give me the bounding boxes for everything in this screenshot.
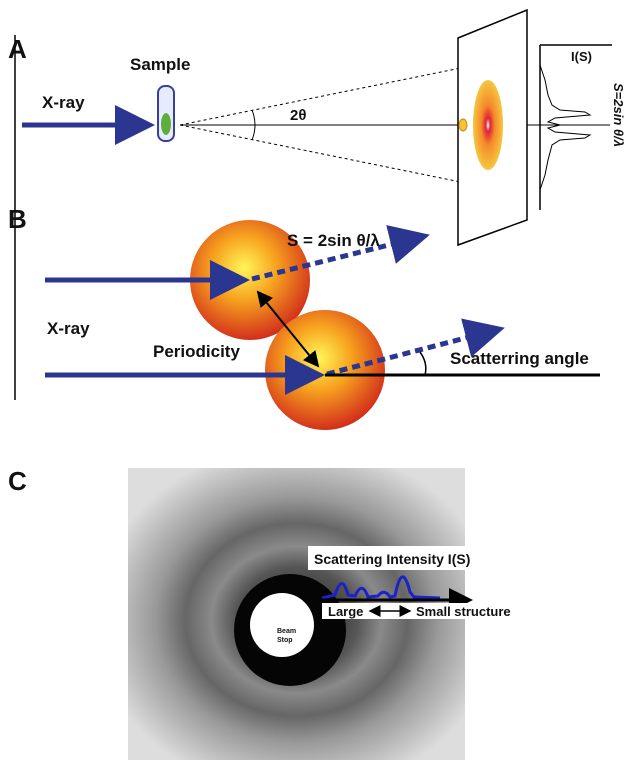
intensity-profile	[540, 65, 590, 190]
figure: A X-ray Sample 2θ I(S) S=2sin θ/λ B S = …	[0, 0, 629, 780]
angle-label: 2θ	[290, 107, 306, 124]
diffraction-ring	[473, 80, 503, 170]
formula-label: S=2sin θ/λ	[611, 83, 626, 147]
page: A X-ray Sample 2θ I(S) S=2sin θ/λ B S = …	[0, 0, 629, 780]
beam-stop-label: Stop	[277, 637, 293, 644]
panel-label: A	[8, 34, 27, 64]
intensity-label: Scattering Intensity I(S)	[314, 551, 470, 567]
periodicity-label: Periodicity	[153, 342, 240, 361]
angle-label: Scatterring angle	[450, 349, 589, 368]
beam-stop	[250, 593, 314, 657]
beam-stop-label: Beam	[277, 628, 296, 635]
sample-tube	[158, 86, 174, 141]
atom	[265, 310, 385, 430]
large-label: Large	[328, 604, 363, 619]
small-label: Small structure	[416, 604, 511, 619]
intensity-label: I(S)	[571, 49, 592, 64]
panel-label: C	[8, 466, 27, 496]
panel-label: B	[8, 204, 27, 234]
formula-label: S = 2sin θ/λ	[287, 231, 380, 250]
xray-label: X-ray	[42, 93, 85, 112]
angle-arc	[420, 352, 426, 375]
beam-spot	[459, 119, 467, 131]
sample-label: Sample	[130, 55, 190, 74]
xray-label: X-ray	[47, 319, 90, 338]
